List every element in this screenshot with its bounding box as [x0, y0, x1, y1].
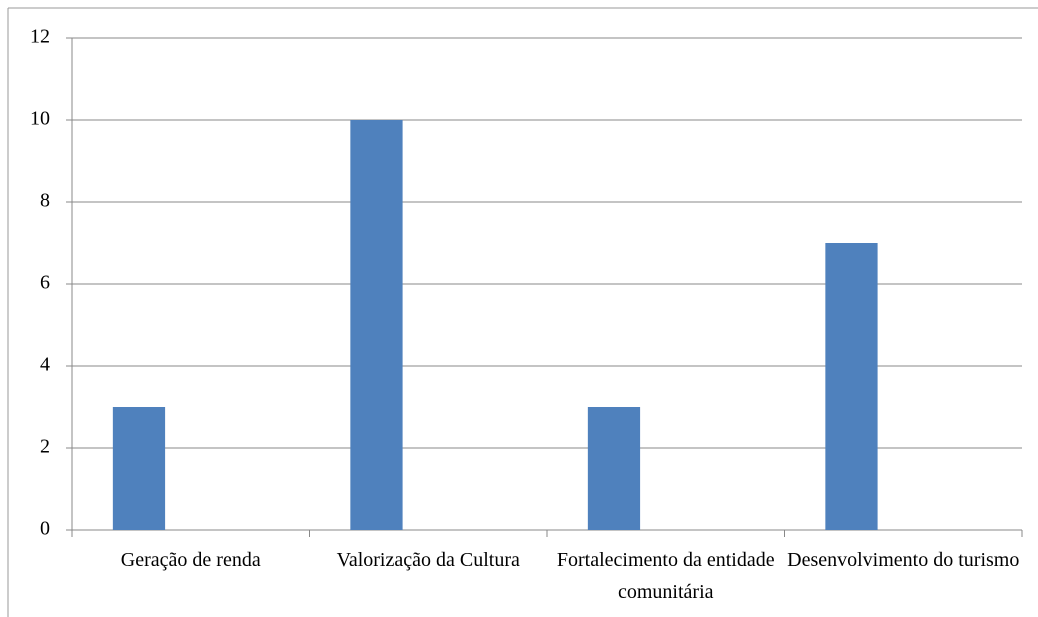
y-tick-label: 4: [40, 354, 50, 376]
y-tick-label: 10: [30, 108, 50, 130]
y-tick-label: 2: [40, 436, 50, 458]
x-tick-label: Desenvolvimento do turismo: [787, 549, 1020, 571]
y-tick-label: 12: [30, 26, 50, 48]
x-tick-label: Valorização da Cultura: [336, 549, 520, 571]
bar: [825, 243, 878, 530]
y-tick-label: 0: [40, 518, 50, 540]
y-tick-label: 6: [40, 272, 50, 294]
x-tick-label: Geração de renda: [120, 549, 261, 571]
y-tick-label: 8: [40, 190, 50, 212]
bar: [112, 407, 166, 530]
x-tick-label: Fortalecimento da entidade comunitária: [556, 549, 775, 603]
bar: [587, 407, 641, 530]
bar: [350, 120, 403, 530]
